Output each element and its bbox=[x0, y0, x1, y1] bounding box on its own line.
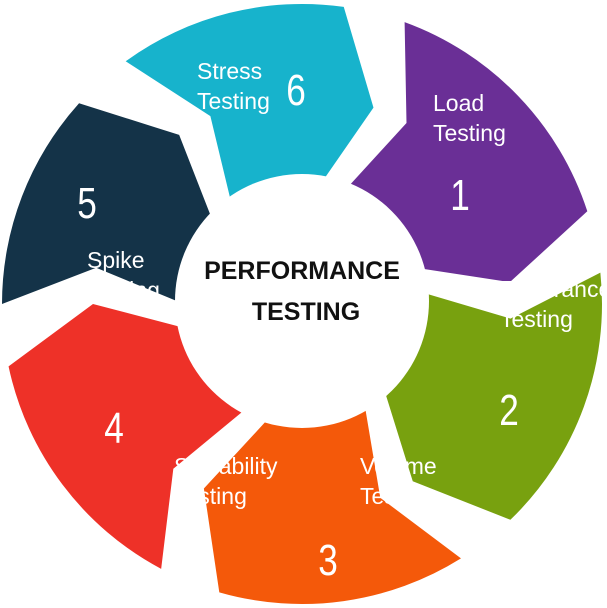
center-title-line-2: TESTING bbox=[252, 298, 360, 326]
segment-stress-testing: Stress Testing 6 bbox=[125, 4, 374, 209]
segment-spike-testing: Spike Testing 5 bbox=[2, 103, 215, 304]
segment-endurance-arrow-shape bbox=[383, 272, 602, 520]
segment-spike-label-line-1: Spike bbox=[87, 247, 145, 273]
segment-load-label-line-2: Testing bbox=[433, 120, 506, 146]
cycle-segments: Load Testing 1 Endurance Testing 2 Volume Testi… bbox=[2, 4, 607, 604]
center-circle bbox=[175, 174, 429, 428]
segment-stress-number: 6 bbox=[286, 66, 306, 115]
segment-stress-label-line-2: Testing bbox=[197, 88, 270, 114]
segment-volume-testing: Volume Testing 3 bbox=[203, 404, 461, 604]
segment-load-arrow-shape bbox=[342, 22, 588, 283]
segment-stress-label-line-1: Stress bbox=[197, 58, 262, 84]
center-title-line-1: PERFORMANCE bbox=[204, 257, 400, 285]
segment-volume-number: 3 bbox=[318, 536, 338, 585]
segment-spike-label-line-2: Testing bbox=[87, 277, 160, 303]
segment-scalability-testing: Scalability Testing 4 bbox=[8, 304, 278, 569]
segment-scalability-number: 4 bbox=[104, 404, 124, 453]
segment-endurance-testing: Endurance Testing 2 bbox=[383, 272, 607, 520]
segment-stress-arrow-shape bbox=[125, 4, 374, 209]
segment-volume-label-line-1: Volume bbox=[360, 453, 437, 479]
segment-scalability-label-line-2: Testing bbox=[174, 483, 247, 509]
segment-volume-arrow-shape bbox=[203, 404, 461, 604]
segment-endurance-number: 2 bbox=[499, 386, 519, 435]
segment-load-number: 1 bbox=[450, 171, 470, 220]
segment-endurance-label-line-1: Endurance bbox=[500, 276, 607, 302]
segment-volume-label-line-2: Testing bbox=[360, 483, 433, 509]
segment-endurance-label-line-2: Testing bbox=[500, 306, 573, 332]
segment-load-testing: Load Testing 1 bbox=[342, 22, 588, 283]
segment-scalability-label-line-1: Scalability bbox=[174, 453, 278, 479]
segment-scalability-arrow-shape bbox=[8, 304, 247, 569]
segment-spike-number: 5 bbox=[77, 179, 97, 228]
segment-load-label-line-1: Load bbox=[433, 90, 484, 116]
segment-spike-arrow-shape bbox=[2, 103, 215, 304]
